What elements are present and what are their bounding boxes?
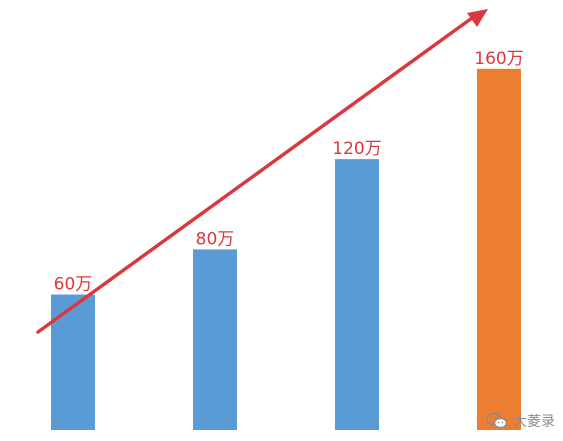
bar-2 <box>193 249 237 430</box>
watermark: 大菱录 <box>486 411 555 431</box>
data-label-3: 120万 <box>332 139 381 159</box>
bar-3 <box>335 159 379 430</box>
trend-arrow-line <box>36 16 474 334</box>
wechat-icon <box>486 412 508 430</box>
data-labels-group: 60万 80万 120万 160万 <box>54 49 524 295</box>
watermark-text: 大菱录 <box>513 414 555 430</box>
bar-1 <box>51 294 95 430</box>
data-label-2: 80万 <box>196 229 235 249</box>
bar-4 <box>477 68 521 430</box>
data-label-1: 60万 <box>54 275 93 295</box>
data-label-4: 160万 <box>474 49 523 69</box>
trend-arrow <box>36 9 488 334</box>
bars-group <box>51 68 521 430</box>
trend-arrow-head <box>467 9 488 27</box>
